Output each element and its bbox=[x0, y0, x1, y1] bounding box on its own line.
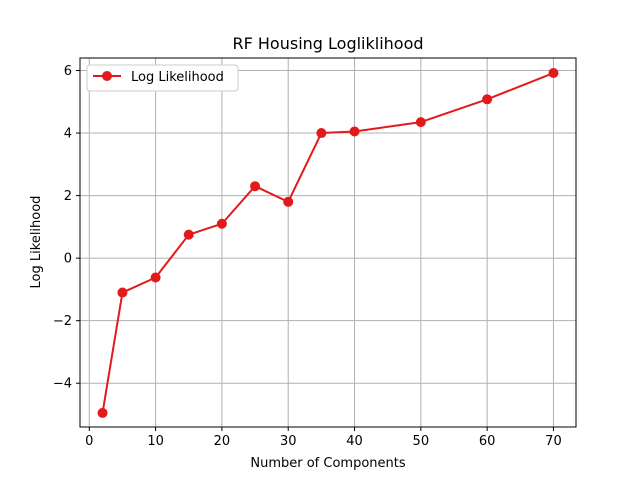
y-tick-label: −4 bbox=[53, 377, 72, 392]
data-point bbox=[250, 181, 261, 192]
legend: Log Likelihood bbox=[86, 64, 239, 92]
plot-frame bbox=[79, 57, 577, 428]
x-tick-label: 30 bbox=[280, 434, 297, 449]
data-point bbox=[150, 272, 161, 283]
y-tick-label: 2 bbox=[64, 189, 72, 204]
chart-title: RF Housing Logliklihood bbox=[232, 34, 423, 53]
data-point bbox=[349, 126, 360, 137]
data-point bbox=[316, 128, 327, 139]
x-axis-title: Number of Components bbox=[250, 456, 405, 471]
x-tick-label: 70 bbox=[545, 434, 562, 449]
data-point bbox=[183, 229, 194, 240]
plot-area bbox=[80, 58, 576, 427]
data-point bbox=[548, 68, 559, 79]
x-tick-label: 10 bbox=[147, 434, 164, 449]
x-tick-label: 50 bbox=[413, 434, 430, 449]
legend-box bbox=[86, 64, 239, 92]
legend-marker-swatch bbox=[102, 71, 112, 81]
legend-label: Log Likelihood bbox=[131, 70, 224, 85]
data-point bbox=[283, 196, 294, 207]
x-tick-label: 0 bbox=[85, 434, 93, 449]
y-tick-label: 4 bbox=[64, 127, 72, 142]
gridlines bbox=[80, 58, 576, 427]
y-tick-label: −2 bbox=[53, 314, 72, 329]
data-point bbox=[415, 117, 426, 128]
y-tick-label: 6 bbox=[64, 64, 72, 79]
data-point bbox=[97, 407, 108, 418]
series-line bbox=[101, 72, 554, 414]
data-point bbox=[482, 94, 493, 105]
x-tick-label: 20 bbox=[214, 434, 231, 449]
axis-ticks: 0 10 20 30 40 50 60 70 −4 −2 0 2 4 6 bbox=[53, 64, 562, 449]
data-point bbox=[117, 287, 128, 298]
x-tick-label: 60 bbox=[479, 434, 496, 449]
y-axis-title: Log Likelihood bbox=[29, 196, 44, 289]
x-tick-label: 40 bbox=[346, 434, 363, 449]
data-point bbox=[216, 218, 227, 229]
series-group bbox=[97, 68, 559, 418]
y-tick-label: 0 bbox=[64, 252, 72, 267]
